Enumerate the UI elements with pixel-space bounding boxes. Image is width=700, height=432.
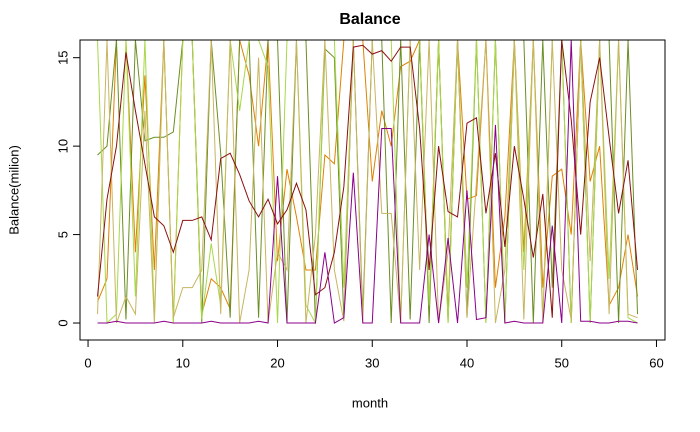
plot-lines — [97, 40, 639, 325]
series-line — [97, 40, 639, 318]
x-tick-label: 0 — [84, 355, 91, 370]
series-line — [97, 40, 639, 322]
chart-title: Balance — [339, 11, 400, 28]
x-tick-label: 40 — [460, 355, 474, 370]
x-tick-label: 10 — [176, 355, 190, 370]
y-tick-label: 0 — [55, 319, 70, 326]
x-tick-label: 50 — [555, 355, 569, 370]
x-axis-label: month — [352, 395, 388, 410]
y-tick-label: 5 — [55, 231, 70, 238]
series-line — [97, 40, 638, 324]
x-tick-label: 60 — [649, 355, 663, 370]
series-line — [97, 40, 638, 324]
y-tick-label: 15 — [55, 50, 70, 64]
y-tick-label: 10 — [55, 139, 70, 153]
x-tick-label: 30 — [365, 355, 379, 370]
y-axis-label: Balance(milion) — [6, 145, 21, 235]
x-tick-label: 20 — [270, 355, 284, 370]
